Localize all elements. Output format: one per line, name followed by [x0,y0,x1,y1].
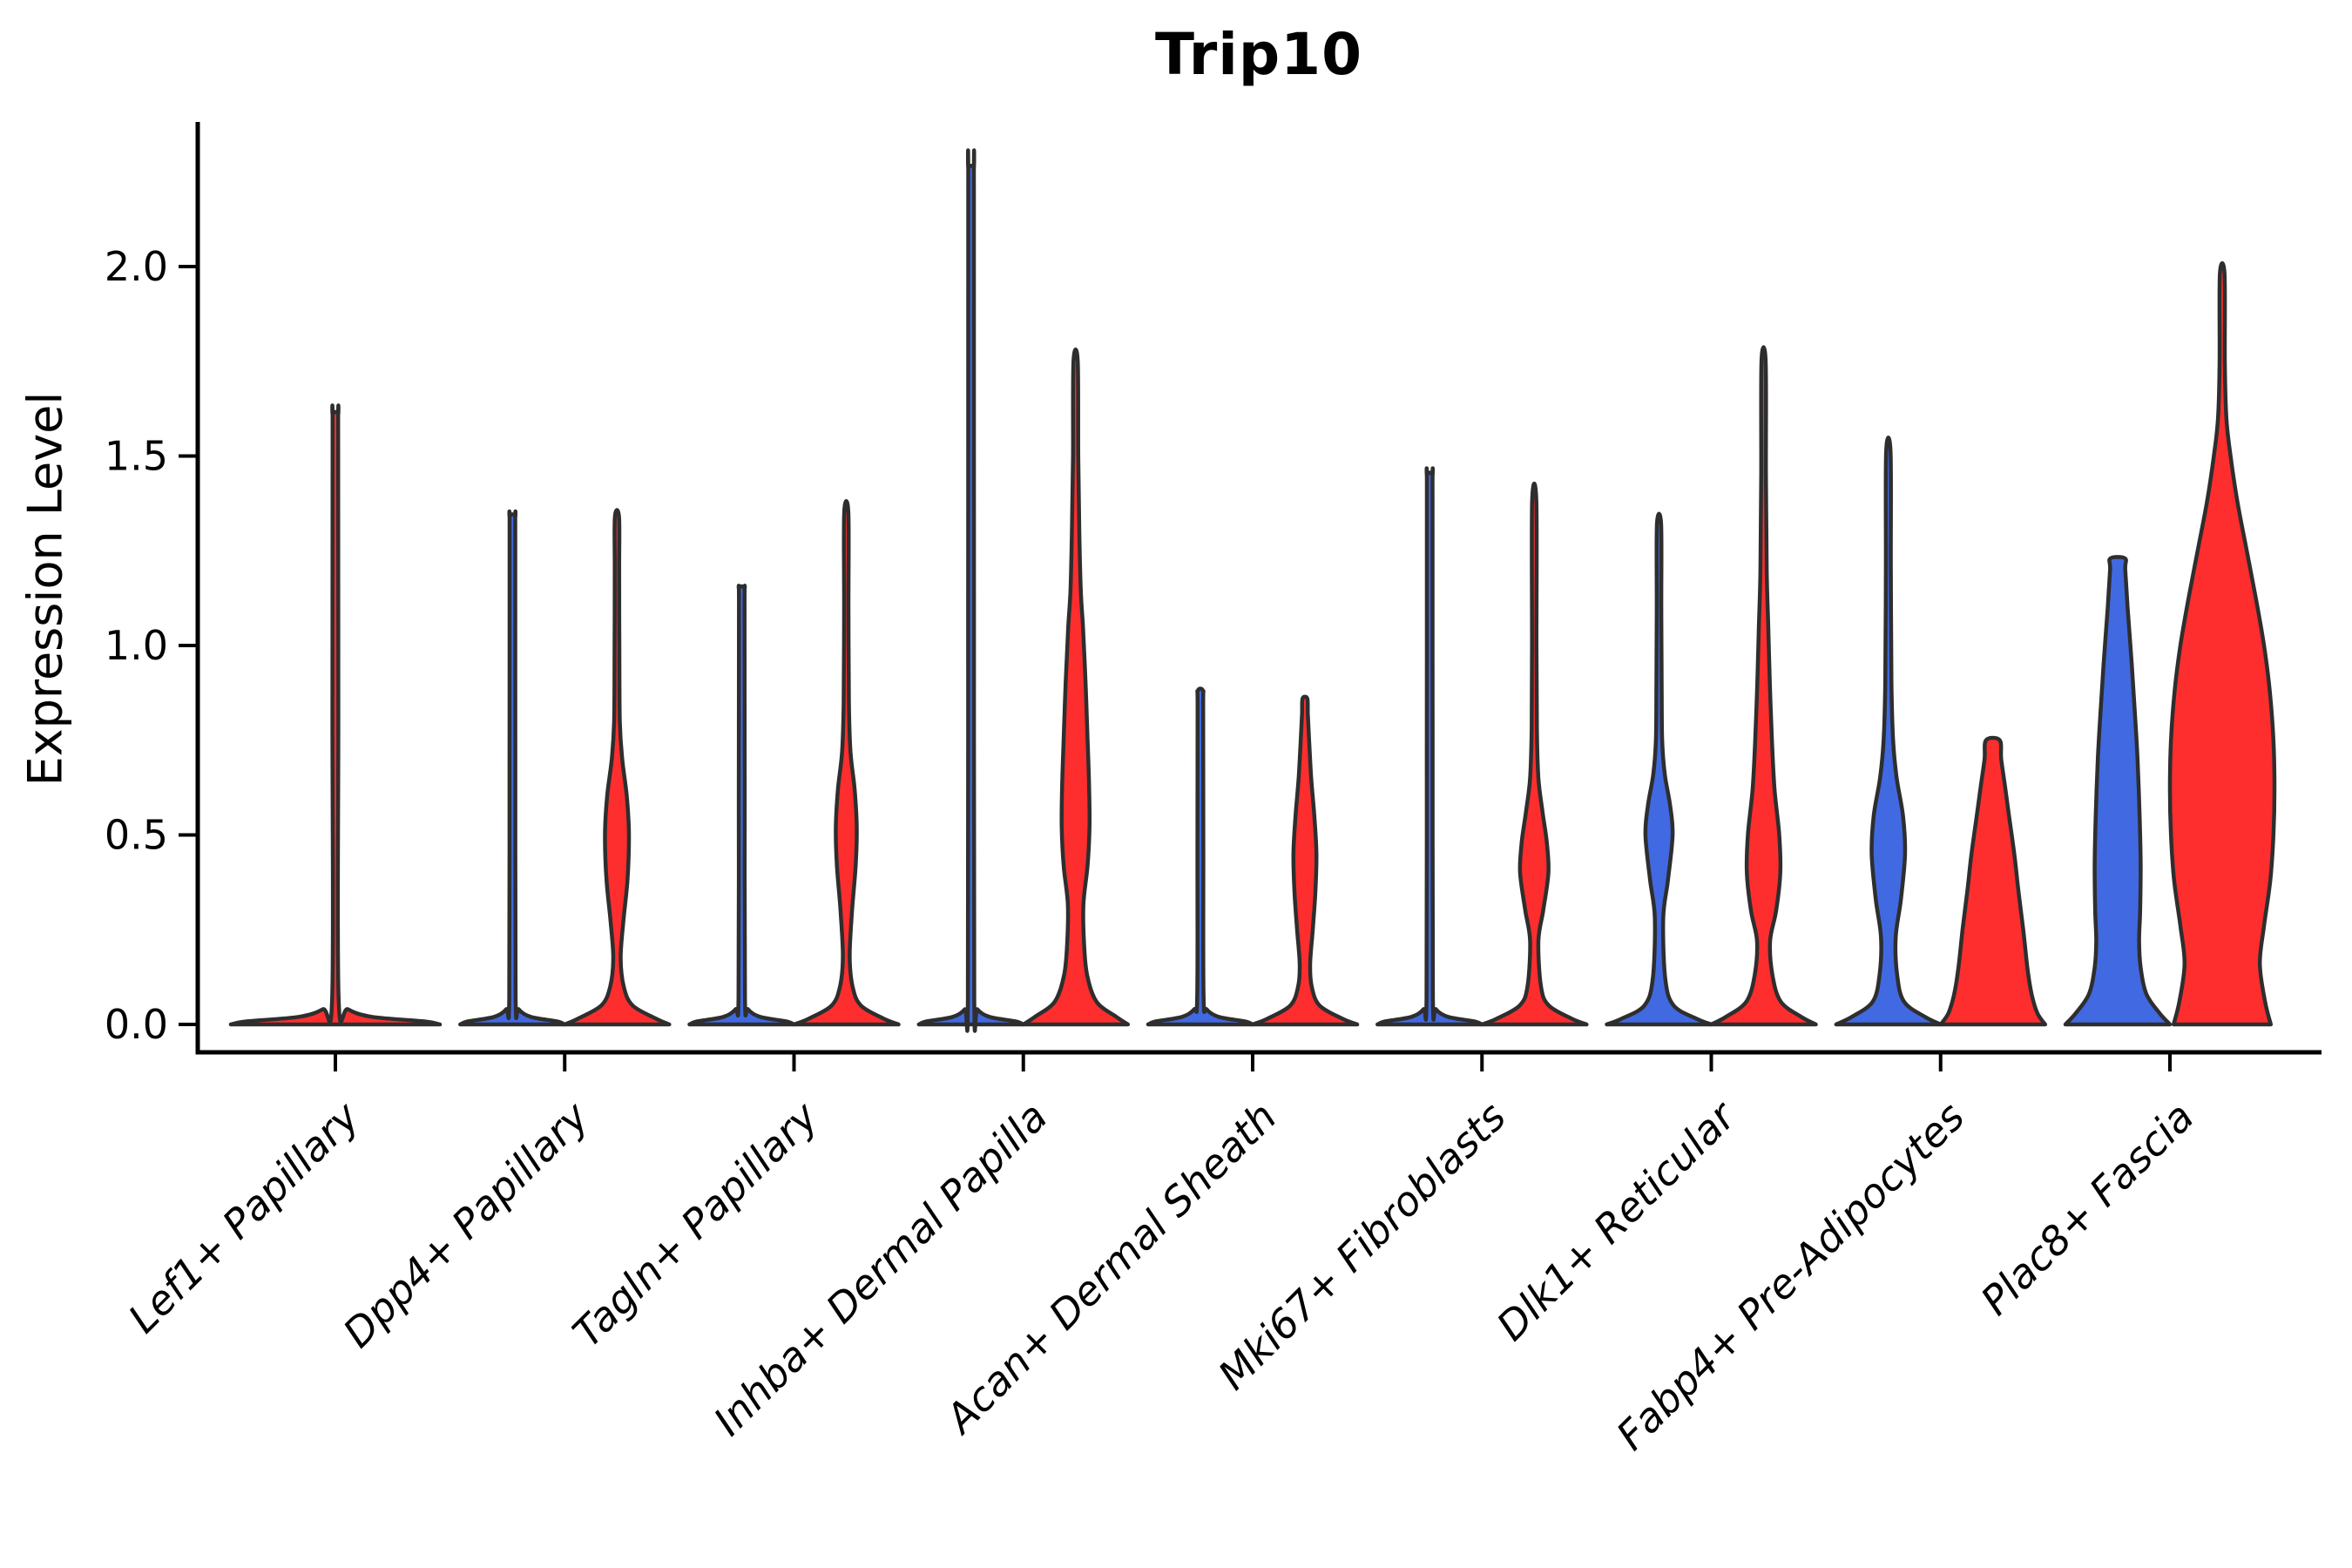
violin-acan-right [1250,694,1360,1027]
violin-dlk1-left [1605,511,1713,1027]
x-tick-label: Plac8+ Fascia [1971,1093,2202,1324]
violin-fabp4-left [1834,436,1943,1027]
y-tick-label: 0.5 [105,812,168,859]
x-tick-label: Lef1+ Papillary [119,1092,368,1342]
x-tick-label: Dpp4+ Papillary [334,1092,598,1356]
x-tick-label: Tagln+ Papillary [564,1092,828,1356]
y-tick-label: 0.0 [105,1001,168,1048]
violin-mki67-left [1375,466,1484,1027]
violin-plac8-right [2167,260,2277,1027]
violin-lef1-single [228,403,443,1027]
x-tick-label: Dlk1+ Reticular [1488,1091,1747,1349]
violin-dpp4-right [563,508,672,1027]
violin-inhba-right [1021,347,1131,1027]
y-tick-label: 1.0 [105,622,168,669]
violin-dpp4-left [458,509,567,1027]
violin-mki67-right [1480,481,1589,1027]
violin-inhba-left [916,148,1026,1033]
y-tick-label: 1.5 [105,433,168,480]
violin-fabp4-right [1938,735,2048,1027]
chart-title: Trip10 [1154,21,1363,88]
violin-tagln-right [792,498,901,1027]
violin-acan-left [1146,686,1255,1027]
y-tick-label: 2.0 [105,243,168,290]
violin-dlk1-right [1709,345,1818,1027]
violin-plac8-left [2063,555,2173,1027]
violin-tagln-left [687,584,796,1027]
